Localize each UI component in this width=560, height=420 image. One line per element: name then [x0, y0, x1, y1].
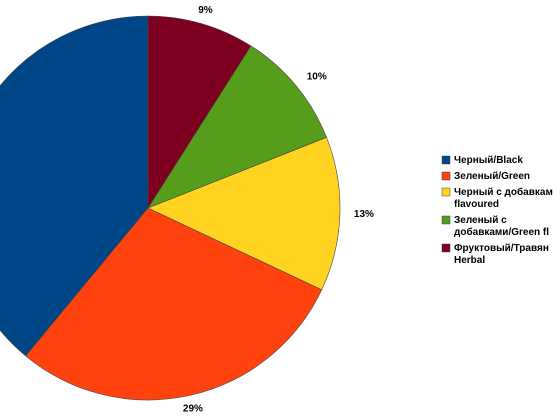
data-label: 9%: [198, 5, 213, 16]
data-label: 13%: [354, 209, 374, 220]
pie-slice: [147, 136, 341, 291]
legend-label: Зеленый с добавками/Green fl: [454, 215, 549, 238]
legend-swatch: [441, 215, 451, 225]
legend-label: Фруктовый/Травян Herbal: [454, 243, 549, 266]
pie-slice: [25, 207, 323, 401]
legend-swatch: [441, 155, 451, 165]
legend-swatch: [441, 171, 451, 181]
data-label: 10%: [307, 71, 327, 82]
legend-label: Черный с добавкам flavoured: [454, 186, 553, 210]
legend-label: Черный/Black: [454, 155, 523, 166]
legend-swatch: [441, 187, 451, 197]
data-label: 29%: [183, 404, 203, 415]
pie-slice: [0, 15, 149, 357]
legend-swatch: [441, 243, 451, 253]
pie-slice: [147, 45, 327, 209]
pie-slice: [147, 15, 252, 210]
legend-label: Зеленый/Green: [454, 171, 530, 182]
